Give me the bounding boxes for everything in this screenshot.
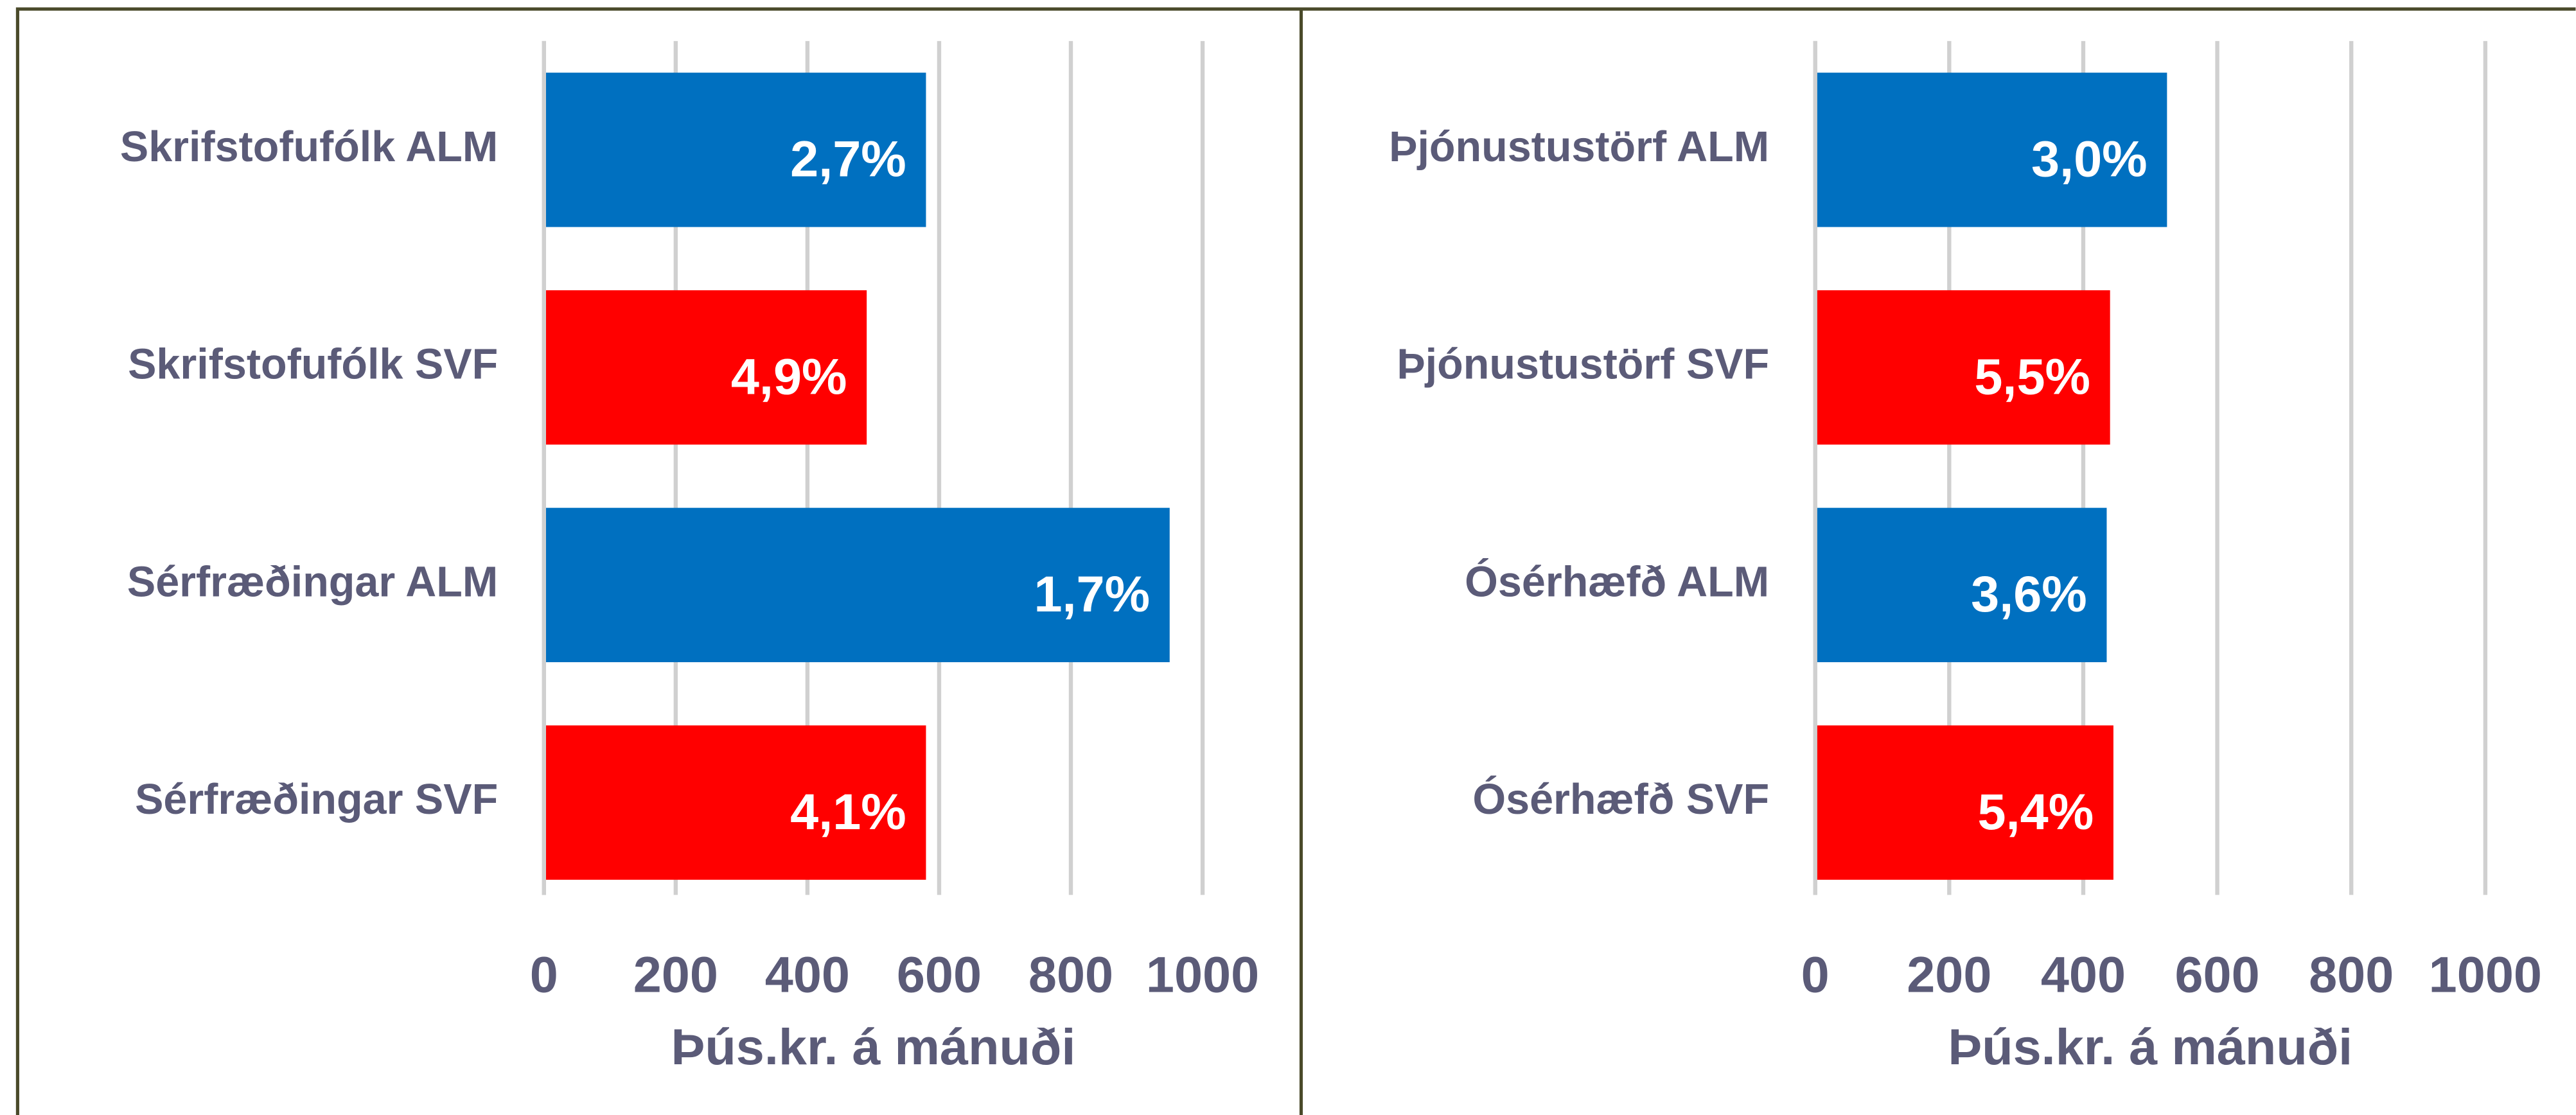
y-tick-label: Sérfræðingar SVF (135, 776, 498, 823)
bar-label: 3,6% (1971, 565, 2087, 622)
y-tick-label: Skrifstofufólk ALM (120, 123, 498, 171)
bar (1815, 507, 2107, 662)
y-tick-label: Sérfræðingar ALM (127, 558, 498, 606)
x-tick-label: 1000 (2429, 946, 2542, 1003)
bar (1815, 725, 2113, 880)
bar (543, 725, 926, 880)
bar (543, 73, 926, 227)
bar-label: 1,7% (1034, 565, 1150, 622)
bar (543, 290, 867, 445)
bar (543, 507, 1170, 662)
bar-label: 4,9% (731, 347, 847, 405)
bar-label: 5,5% (1974, 347, 2090, 405)
y-tick-label: Þjónustustörf ALM (1389, 123, 1769, 171)
bar-label: 2,7% (790, 130, 906, 188)
y-tick-label: Ósérhæfð SVF (1472, 775, 1769, 823)
x-tick-label: 0 (530, 946, 558, 1003)
x-tick-label: 600 (2175, 946, 2259, 1003)
bar-label: 4,1% (790, 783, 906, 840)
x-axis-title: Þús.kr. á mánuði (671, 1018, 1076, 1075)
bar (1815, 73, 2167, 227)
y-tick-label: Þjónustustörf SVF (1397, 341, 1769, 389)
x-tick-label: 200 (1907, 946, 1991, 1003)
bar (1815, 290, 2110, 445)
y-tick-label: Ósérhæfð ALM (1465, 558, 1769, 606)
x-tick-label: 800 (2309, 946, 2394, 1003)
x-tick-label: 800 (1028, 946, 1113, 1003)
x-axis-title: Þús.kr. á mánuði (1948, 1018, 2352, 1075)
bar-label: 5,4% (1978, 783, 2094, 840)
x-tick-label: 600 (897, 946, 982, 1003)
bar-label: 3,0% (2031, 130, 2148, 188)
y-tick-label: Skrifstofufólk SVF (128, 341, 498, 389)
frame (15, 7, 2576, 1115)
x-tick-label: 400 (2041, 946, 2126, 1003)
x-tick-label: 400 (765, 946, 850, 1003)
x-tick-label: 0 (1801, 946, 1830, 1003)
x-tick-label: 1000 (1146, 946, 1259, 1003)
x-tick-label: 200 (633, 946, 718, 1003)
